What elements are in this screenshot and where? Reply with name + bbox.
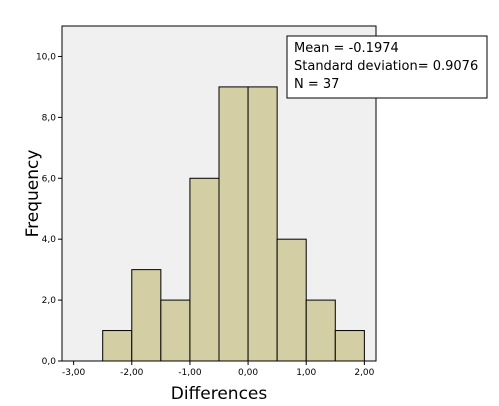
histogram-bar-8 xyxy=(305,299,336,362)
x-tick-label-3: -1,00 xyxy=(178,368,202,378)
x-axis: -3,00 -2,00 -1,00 0,00 1,00 2,00 xyxy=(62,361,375,378)
y-tick-label-2: 2,0 xyxy=(42,296,57,306)
x-tick-label-2: -2,00 xyxy=(120,368,144,378)
y-tick-label-3: 4,0 xyxy=(42,235,57,245)
y-tick-label-5: 8,0 xyxy=(42,113,57,123)
histogram-bar-5 xyxy=(218,86,249,362)
stats-std-dev: Standard deviation= 0.9076 xyxy=(294,59,478,74)
y-tick-label-6: 10,0 xyxy=(36,52,56,62)
x-axis-title: Differences xyxy=(171,384,268,404)
y-tick-label-4: 6,0 xyxy=(42,174,57,184)
y-axis-title: Frequency xyxy=(23,150,43,238)
stats-box: Mean = -0.1974 Standard deviation= 0.907… xyxy=(286,35,488,99)
histogram-bar-4 xyxy=(189,177,220,362)
bars-group xyxy=(102,86,365,362)
histogram-bar-2 xyxy=(131,269,162,362)
histogram-bar-1 xyxy=(102,330,133,362)
histogram-bar-7 xyxy=(276,238,307,362)
histogram-bar-6 xyxy=(247,86,278,362)
y-tick-label-1: 0,0 xyxy=(42,357,57,367)
y-axis: 0,0 2,0 4,0 6,0 8,0 10,0 xyxy=(36,52,62,367)
histogram-bar-3 xyxy=(160,299,191,362)
stats-box-frame xyxy=(286,35,488,99)
stats-mean: Mean = -0.1974 xyxy=(294,41,399,56)
x-tick-label-1: -3,00 xyxy=(62,368,86,378)
x-tick-label-5: 1,00 xyxy=(296,368,316,378)
x-tick-label-4: 0,00 xyxy=(238,368,258,378)
stats-n: N = 37 xyxy=(294,77,339,92)
histogram-bar-9 xyxy=(334,330,365,362)
x-tick-label-6: 2,00 xyxy=(354,368,374,378)
